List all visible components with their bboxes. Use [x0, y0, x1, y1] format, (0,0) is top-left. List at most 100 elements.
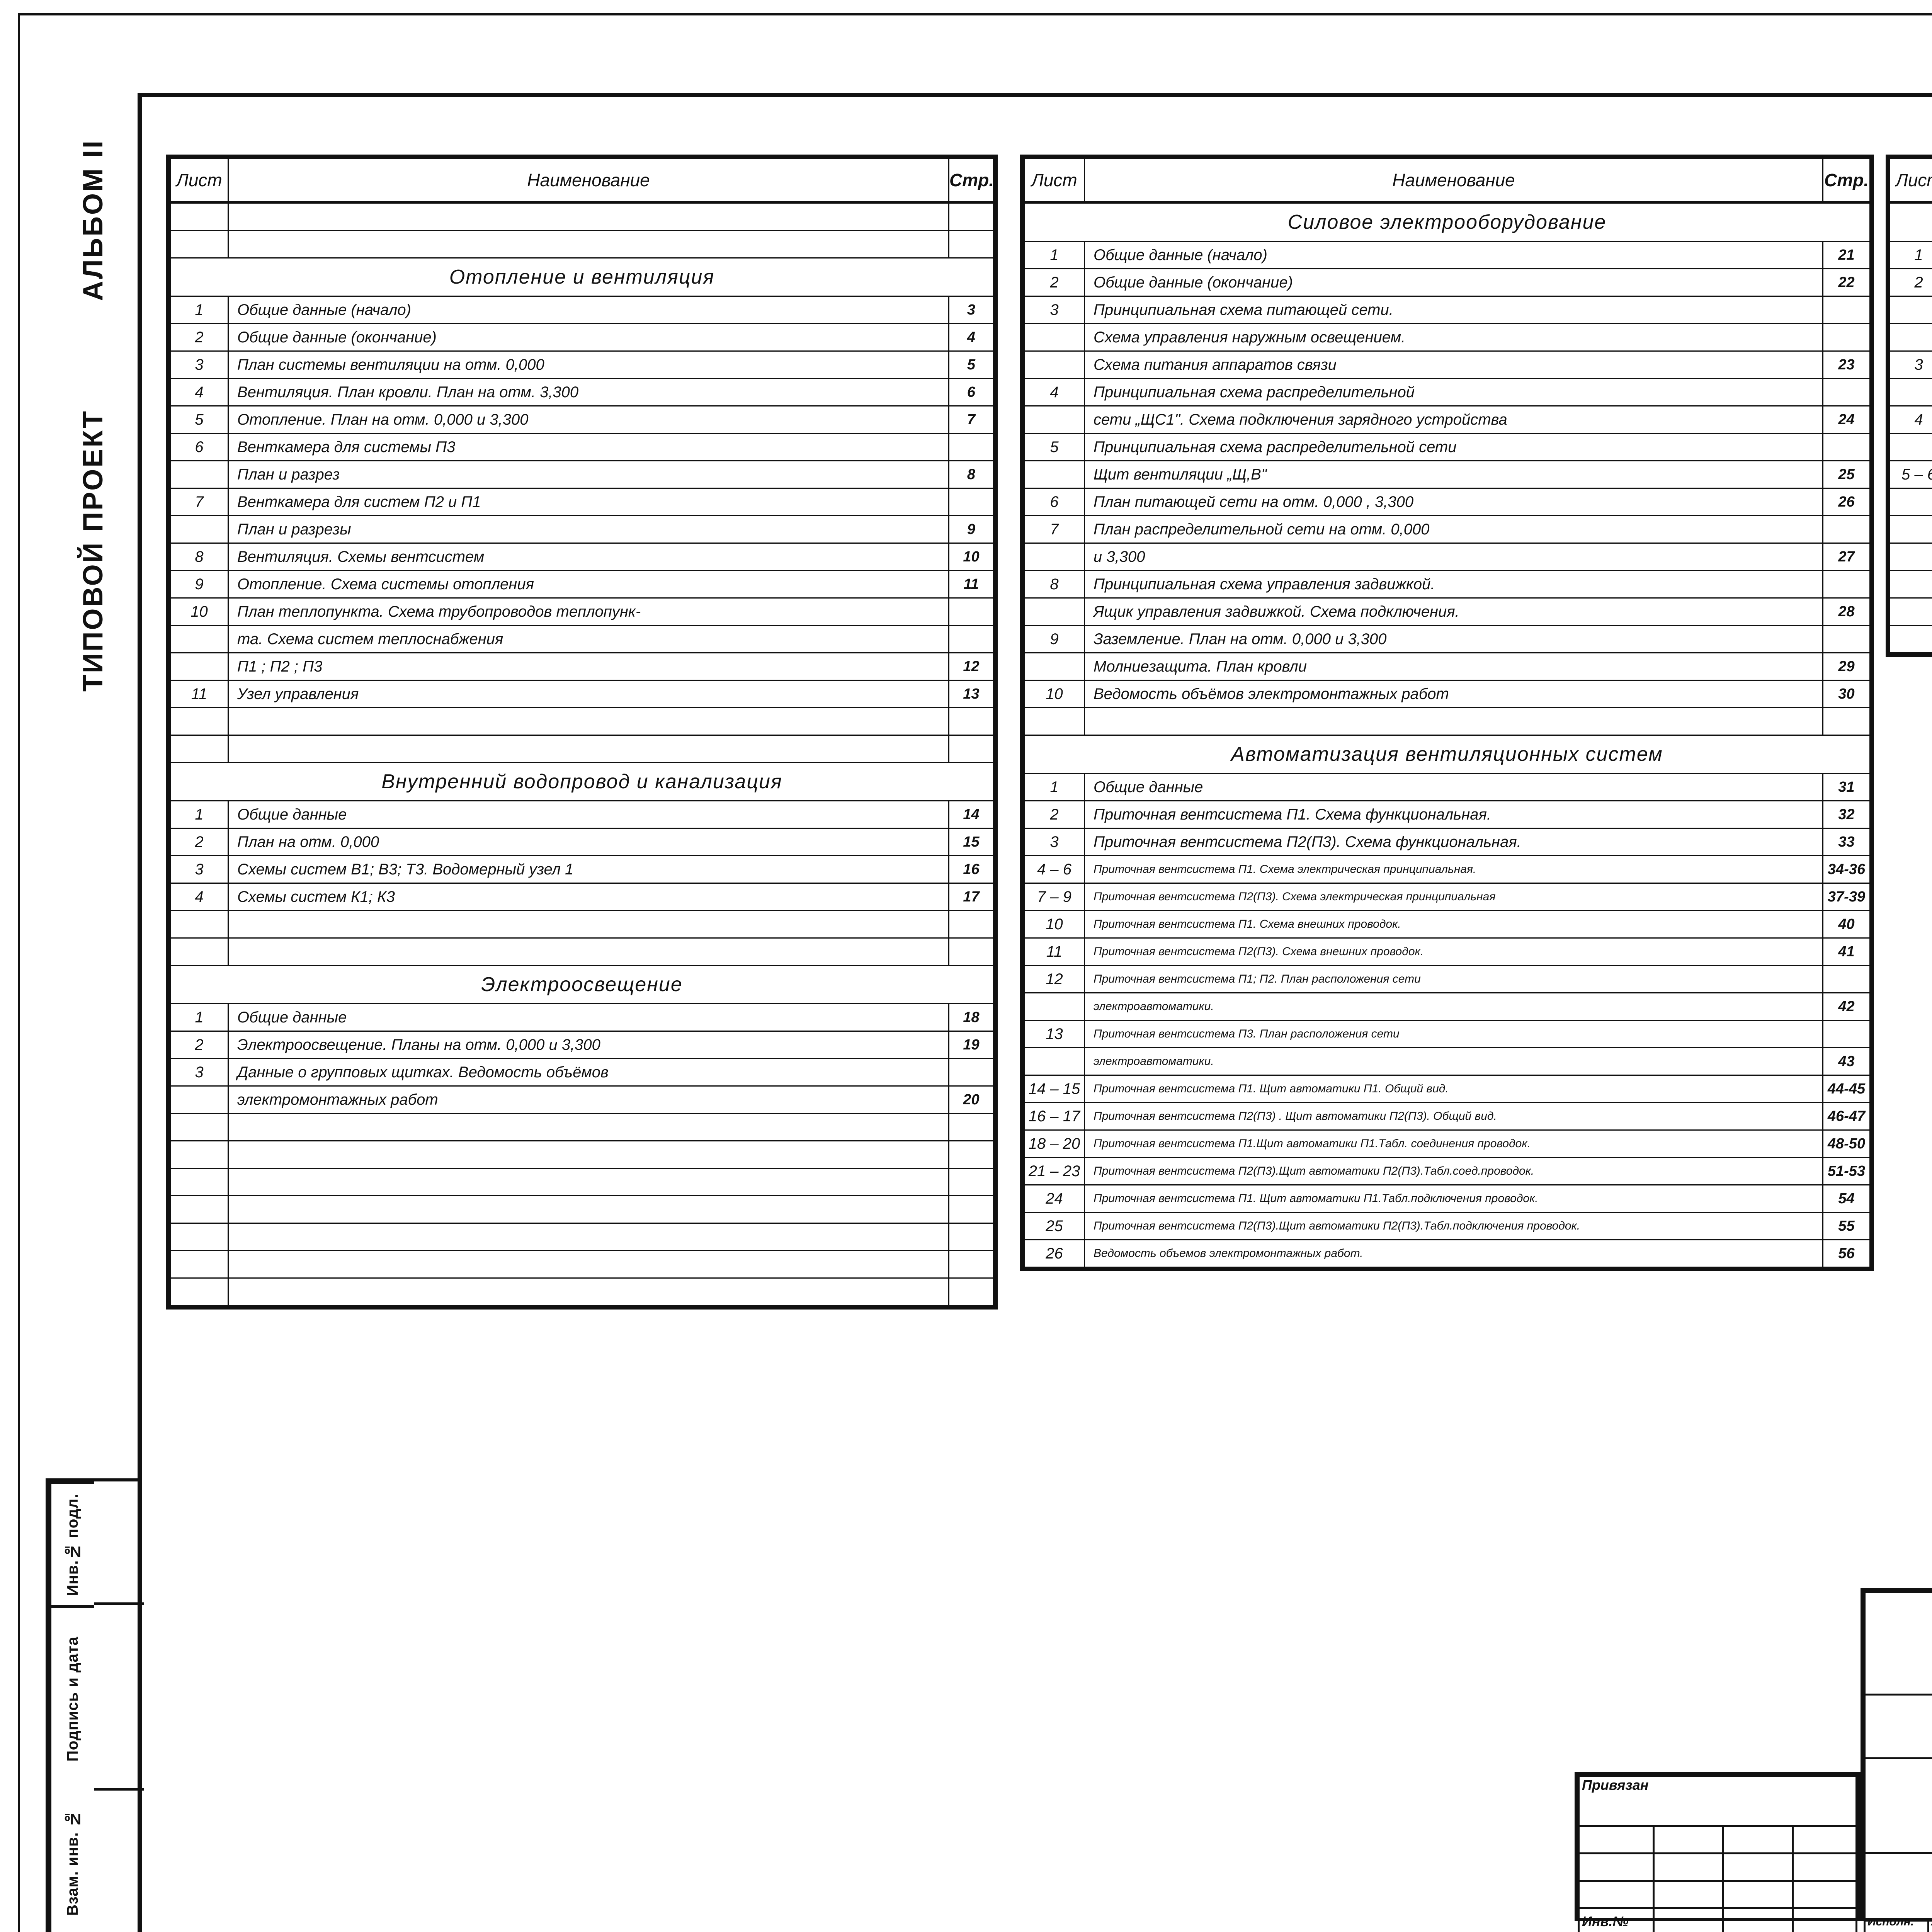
toc-row[interactable]: [170, 1195, 994, 1224]
toc-row[interactable]: [170, 1223, 994, 1251]
toc-row[interactable]: 3 Данные о групповых щитках. Ведомость об…: [170, 1058, 994, 1087]
toc-row[interactable]: Схема управления наружным освещением.: [1024, 323, 1871, 352]
toc-row[interactable]: 3 План системы вентиляции на отм. 0,000 5: [170, 350, 994, 379]
toc-row[interactable]: Щит вентиляции „Щ,В" 25: [1024, 460, 1871, 489]
toc-row[interactable]: [1889, 625, 1932, 653]
toc-row[interactable]: [1889, 515, 1932, 544]
toc-row[interactable]: 5 Отопление. План на отм. 0,000 и 3,300 7: [170, 405, 994, 434]
toc-row[interactable]: 4 Схемы систем К1; К3 17: [170, 883, 994, 911]
toc-row[interactable]: [1889, 597, 1932, 626]
toc-row[interactable]: 6 План питающей сети на отм. 0,000 , 3,30…: [1024, 488, 1871, 516]
toc-row[interactable]: 2 Общие данные (окончание) 4: [170, 323, 994, 352]
toc-row[interactable]: 1 Общие данные (начало) 21: [1024, 241, 1871, 269]
toc-row[interactable]: 25 Приточная вентсистема П2(П3).Щит автом…: [1024, 1212, 1871, 1240]
toc-row[interactable]: М 1: 10060: [1889, 433, 1932, 461]
toc-row[interactable]: пожарной сигнализации, отключение вентус…: [1889, 323, 1932, 352]
toc-row[interactable]: 2 План на отм. 0,000 15: [170, 828, 994, 856]
toc-row[interactable]: План и разрезы 9: [170, 515, 994, 544]
toc-row[interactable]: 2Схемы телефонизации, радиофикации, опов…: [1889, 268, 1932, 297]
toc-row[interactable]: 10 Приточная вентсистема П1. Схема внешни…: [1024, 910, 1871, 939]
toc-row[interactable]: электроавтоматики. 42: [1024, 992, 1871, 1021]
toc-row[interactable]: 1 Общие данные 31: [1024, 773, 1871, 801]
toc-row[interactable]: 16 – 17 Приточная вентсистема П2(П3) . Щи…: [1024, 1102, 1871, 1131]
toc-row[interactable]: 2 Общие данные (окончание) 22: [1024, 268, 1871, 297]
toc-row[interactable]: [170, 1113, 994, 1141]
toc-row[interactable]: и 3,300 27: [1024, 543, 1871, 571]
toc-row[interactable]: 8 Вентиляция. Схемы вентсистем 10: [170, 543, 994, 571]
toc-row[interactable]: та. Схема систем теплоснабжения: [170, 625, 994, 653]
toc-row[interactable]: П1 ; П2 ; П3 12: [170, 652, 994, 681]
toc-row[interactable]: 18 – 20 Приточная вентсистема П1.Щит авто…: [1024, 1129, 1871, 1158]
toc-row[interactable]: [1889, 570, 1932, 599]
toc-row[interactable]: 5 Принципиальная схема распределительной …: [1024, 433, 1871, 461]
toc-row[interactable]: 11 Приточная вентсистема П2(П3). Схема вн…: [1024, 937, 1871, 966]
toc-row[interactable]: 2 Электроосвещение. Планы на отм. 0,000 и…: [170, 1031, 994, 1059]
toc-row[interactable]: [170, 707, 994, 736]
toc-row[interactable]: электроавтоматики. 43: [1024, 1047, 1871, 1076]
toc-row[interactable]: Молниезащита. План кровли 29: [1024, 652, 1871, 681]
toc-row[interactable]: 4 Принципиальная схема распределительной: [1024, 378, 1871, 406]
toc-row[interactable]: 3 Принципиальная схема питающей сети.: [1024, 296, 1871, 324]
toc-row[interactable]: 14 – 15 Приточная вентсистема П1. Щит авт…: [1024, 1075, 1871, 1103]
privyazan-cell[interactable]: [1791, 1852, 1858, 1882]
toc-row[interactable]: [170, 1277, 994, 1306]
toc-row[interactable]: [1024, 707, 1871, 736]
toc-row[interactable]: 3 Приточная вентсистема П2(П3). Схема фун…: [1024, 828, 1871, 856]
toc-row[interactable]: 9 Заземление. План на отм. 0,000 и 3,300: [1024, 625, 1871, 653]
toc-row[interactable]: [170, 735, 994, 763]
privyazan-cell[interactable]: [1653, 1825, 1724, 1854]
toc-row[interactable]: 21 – 23 Приточная вентсистема П2(П3).Щит …: [1024, 1157, 1871, 1185]
toc-row[interactable]: [170, 1168, 994, 1196]
privyazan-cell[interactable]: [1722, 1852, 1794, 1882]
toc-row[interactable]: [170, 937, 994, 966]
toc-row[interactable]: [170, 230, 994, 259]
toc-row[interactable]: 4 – 6 Приточная вентсистема П1. Схема эле…: [1024, 855, 1871, 884]
toc-row[interactable]: 1 Общие данные 18: [170, 1003, 994, 1032]
toc-row[interactable]: 4 Вентиляция. План кровли. План на отм. 3…: [170, 378, 994, 406]
privyazan-cell[interactable]: [1653, 1907, 1724, 1932]
toc-row[interactable]: сети „ЩС1". Схема подключения зарядного …: [1024, 405, 1871, 434]
privyazan-cell[interactable]: [1791, 1907, 1858, 1932]
toc-row[interactable]: электромонтажных работ 20: [170, 1085, 994, 1114]
toc-row[interactable]: 10 Ведомость объёмов электромонтажных раб…: [1024, 680, 1871, 708]
toc-row[interactable]: 3 Схемы систем В1; В3; Т3. Водомерный узе…: [170, 855, 994, 884]
toc-row[interactable]: 13 Приточная вентсистема П3. План располо…: [1024, 1020, 1871, 1048]
toc-row[interactable]: 11 Узел управления 13: [170, 680, 994, 708]
privyazan-cell[interactable]: [1722, 1907, 1794, 1932]
toc-row[interactable]: 7 Венткамера для систем П2 и П1: [170, 488, 994, 516]
toc-row[interactable]: [170, 1140, 994, 1169]
toc-row[interactable]: 1 Общие данные (начало) 3: [170, 296, 994, 324]
toc-row[interactable]: [1889, 543, 1932, 571]
privyazan-cell[interactable]: [1577, 1852, 1655, 1882]
privyazan-cell[interactable]: [1722, 1825, 1794, 1854]
privyazan-cell[interactable]: [1722, 1880, 1794, 1909]
toc-row[interactable]: Схема питания аппаратов связи 23: [1024, 350, 1871, 379]
toc-row[interactable]: М 1: 10059: [1889, 378, 1932, 406]
privyazan-cell[interactable]: [1577, 1880, 1655, 1909]
toc-row[interactable]: двухсторонней громкоговорящей связи,: [1889, 296, 1932, 324]
toc-row[interactable]: [170, 202, 994, 231]
privyazan-cell[interactable]: [1791, 1880, 1858, 1909]
toc-row[interactable]: 10 План теплопункта. Схема трубопроводов …: [170, 597, 994, 626]
toc-row[interactable]: 24 Приточная вентсистема П1. Щит автомати…: [1024, 1184, 1871, 1213]
toc-row[interactable]: [170, 1250, 994, 1279]
toc-row[interactable]: 1 Общие данные 14: [170, 800, 994, 829]
privyazan-cell[interactable]: [1653, 1880, 1724, 1909]
toc-row[interactable]: и 3,300. М 1: 10061-62: [1889, 488, 1932, 516]
toc-row[interactable]: 7 План распределительной сети на отм. 0,0…: [1024, 515, 1871, 544]
toc-row[interactable]: 26 Ведомость объемов электромонтажных раб…: [1024, 1239, 1871, 1268]
toc-row[interactable]: 9 Отопление. Схема системы отопления 11: [170, 570, 994, 599]
toc-row[interactable]: План и разрез 8: [170, 460, 994, 489]
toc-row[interactable]: 6 Венткамера для системы П3: [170, 433, 994, 461]
toc-row[interactable]: Ящик управления задвижкой. Схема подключ…: [1024, 597, 1871, 626]
toc-row[interactable]: [170, 910, 994, 939]
privyazan-cell[interactable]: [1577, 1825, 1655, 1854]
toc-row[interactable]: 7 – 9 Приточная вентсистема П2(П3). Схема…: [1024, 883, 1871, 911]
toc-row[interactable]: 12 Приточная вентсистема П1; П2. План рас…: [1024, 965, 1871, 993]
privyazan-cell[interactable]: [1653, 1852, 1724, 1882]
toc-row[interactable]: 2 Приточная вентсистема П1. Схема функцио…: [1024, 800, 1871, 829]
toc-row[interactable]: 8 Принципиальная схема управления задвижк…: [1024, 570, 1871, 599]
privyazan-cell[interactable]: [1791, 1825, 1858, 1854]
